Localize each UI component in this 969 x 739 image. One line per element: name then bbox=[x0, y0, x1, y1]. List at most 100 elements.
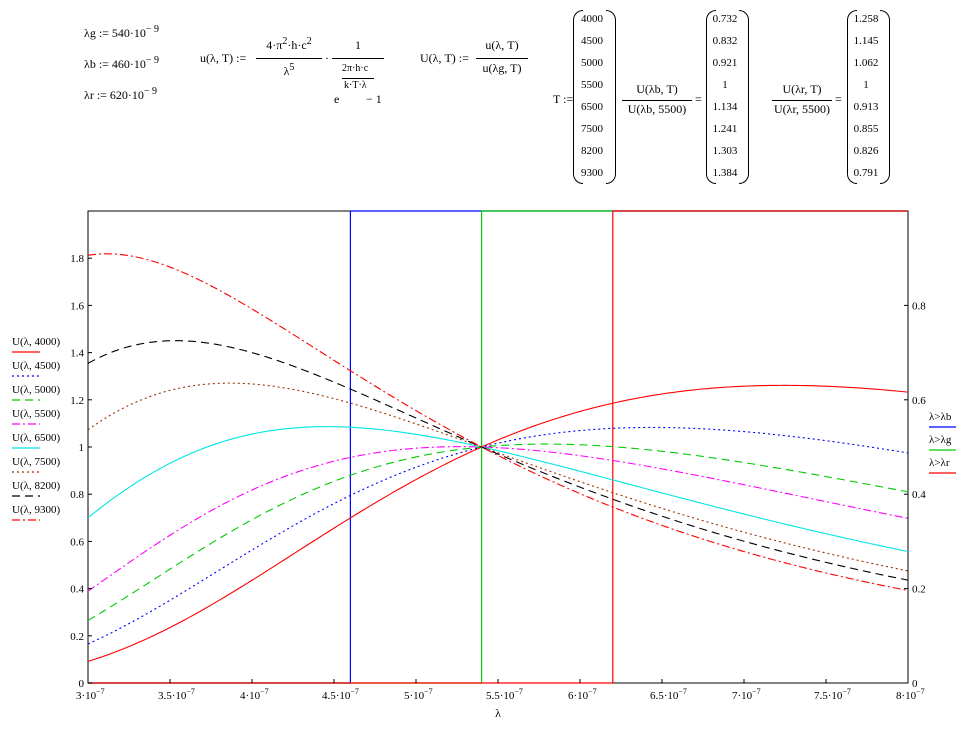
x-tick-label: 7·10−7 bbox=[732, 687, 761, 702]
legend: U(λ, 4000) U(λ, 4500) U(λ, 5000) U(λ, 5500)… bbox=[12, 336, 956, 521]
rr-value: 1.258 bbox=[853, 13, 879, 25]
u-def-lhs: u(λ, T) := bbox=[200, 51, 247, 65]
u-num2: 1 bbox=[355, 38, 361, 52]
y2-tick-label: 0.2 bbox=[912, 584, 926, 596]
rb-value: 1.134 bbox=[712, 101, 738, 113]
U-def-lhs: U(λ, T) := bbox=[420, 51, 469, 65]
legend-label: U(λ, 6500) bbox=[12, 432, 60, 444]
y-tick-label: 1.4 bbox=[70, 348, 84, 360]
series-line bbox=[87, 426, 909, 553]
u-num1-a: 4·π bbox=[266, 38, 283, 52]
u-num1-sup: 2 bbox=[282, 36, 288, 47]
u-dot: · bbox=[325, 51, 329, 65]
T-value: 4000 bbox=[581, 13, 603, 25]
y2-tick-label: 0 bbox=[912, 678, 918, 690]
y-tick-label: 0.2 bbox=[70, 631, 84, 643]
y-tick-label: 0.4 bbox=[70, 584, 84, 596]
rb-value: 1.303 bbox=[712, 145, 738, 157]
rr-value: 0.855 bbox=[853, 123, 879, 135]
rb-eq: = bbox=[695, 92, 702, 106]
step-lines bbox=[88, 210, 908, 684]
rb-num: U(λb, T) bbox=[636, 82, 678, 96]
tick-labels: 3·10−7 3.5·10−7 4·10−7 4.5·10−7 5·10−7 5.5·10… bbox=[70, 253, 926, 720]
def-lambda-r-exp: − 9 bbox=[143, 86, 158, 97]
series-line bbox=[87, 443, 909, 621]
rr-den: U(λr, 5500) bbox=[774, 102, 830, 116]
u-num1-b: ·h·c bbox=[287, 38, 307, 52]
def-lambda-r: λr := 620·10− 9 bbox=[84, 86, 157, 103]
legend-label: λ>λg bbox=[929, 434, 952, 446]
def-lambda-b-text: λb := 460·10 bbox=[84, 57, 146, 71]
y-tick-label: 0 bbox=[79, 678, 85, 690]
plot-frame bbox=[87, 210, 909, 684]
series-line bbox=[87, 382, 909, 572]
legend-label: λ>λr bbox=[929, 457, 950, 469]
x-tick-label: 3.5·10−7 bbox=[158, 687, 195, 702]
step-line bbox=[88, 210, 908, 684]
rb-value: 0.732 bbox=[712, 13, 738, 25]
legend-label: U(λ, 5000) bbox=[12, 384, 60, 396]
u-exp-num: 2π·h·c bbox=[342, 63, 369, 74]
u-den1-sup: 5 bbox=[289, 62, 295, 73]
rr-value: 1.062 bbox=[853, 57, 879, 69]
step-line bbox=[88, 210, 908, 684]
def-lambda-r-text: λr := 620·10 bbox=[84, 88, 144, 102]
u-den2-e: e bbox=[334, 92, 340, 106]
legend-label: U(λ, 8200) bbox=[12, 480, 60, 492]
rr-value: 0.791 bbox=[853, 167, 879, 179]
legend-label: U(λ, 5500) bbox=[12, 408, 60, 420]
T-value: 7500 bbox=[581, 123, 603, 135]
u-den1-l: λ bbox=[283, 64, 290, 78]
x-tick-label: 4·10−7 bbox=[240, 687, 269, 702]
y2-tick-label: 0.4 bbox=[912, 489, 926, 501]
T-value: 8200 bbox=[581, 145, 603, 157]
series-line bbox=[87, 384, 909, 662]
def-lambda-g-text: λg := 540·10 bbox=[84, 26, 146, 40]
rb-value: 0.921 bbox=[712, 57, 738, 69]
rb-value: 1.384 bbox=[712, 167, 738, 179]
rr-value: 1.145 bbox=[853, 35, 879, 47]
rr-num: U(λr, T) bbox=[782, 82, 822, 96]
rr-vector: 1.258 1.145 1.062 1 0.913 0.855 0.826 0.791 bbox=[849, 8, 883, 184]
T-value: 5500 bbox=[581, 79, 603, 91]
rb-value: 0.832 bbox=[712, 35, 738, 47]
T-vector: 4000 4500 5000 5500 6500 7500 8200 9300 bbox=[575, 8, 609, 184]
rr-value: 1 bbox=[863, 79, 869, 91]
u-frac2-bar bbox=[332, 58, 384, 59]
x-tick-label: 3·10−7 bbox=[76, 687, 105, 702]
def-lambda-b-exp: − 9 bbox=[145, 55, 160, 66]
rb-value: 1 bbox=[722, 79, 728, 91]
x-axis-label: λ bbox=[495, 706, 501, 720]
u-den2-rest: − 1 bbox=[366, 92, 382, 106]
T-value: 6500 bbox=[581, 101, 603, 113]
def-lambda-g-exp: − 9 bbox=[145, 24, 160, 35]
x-tick-label: 4.5·10−7 bbox=[322, 687, 359, 702]
legend-label: U(λ, 4500) bbox=[12, 360, 60, 372]
legend-label: λ>λb bbox=[929, 411, 952, 423]
rb-den: U(λb, 5500) bbox=[627, 102, 687, 116]
rr-value: 0.913 bbox=[853, 101, 879, 113]
y-tick-label: 0.6 bbox=[70, 536, 84, 548]
y-tick-label: 1.8 bbox=[70, 253, 84, 265]
U-den: u(λg, T) bbox=[482, 61, 522, 75]
x-tick-label: 5.5·10−7 bbox=[486, 687, 523, 702]
legend-label: U(λ, 9300) bbox=[12, 504, 60, 516]
series-line bbox=[87, 253, 909, 592]
x-tick-label: 6.5·10−7 bbox=[650, 687, 687, 702]
y2-tick-label: 0.6 bbox=[912, 395, 926, 407]
rr-value: 0.826 bbox=[853, 145, 879, 157]
T-value: 5000 bbox=[581, 57, 603, 69]
rb-value: 1.241 bbox=[712, 123, 738, 135]
series-line bbox=[87, 446, 909, 592]
def-lambda-g: λg := 540·10− 9 bbox=[84, 24, 159, 41]
x-tick-label: 6·10−7 bbox=[568, 687, 597, 702]
U-num: u(λ, T) bbox=[485, 38, 519, 52]
u-den1: λ5 bbox=[256, 62, 322, 79]
U-frac-bar bbox=[476, 58, 528, 59]
T-value: 4500 bbox=[581, 35, 603, 47]
y-tick-label: 0.8 bbox=[70, 489, 84, 501]
rb-vector: 0.732 0.832 0.921 1 1.134 1.241 1.303 1.384 bbox=[708, 8, 742, 184]
T-lhs: T := bbox=[553, 92, 574, 106]
series-line bbox=[87, 426, 909, 645]
